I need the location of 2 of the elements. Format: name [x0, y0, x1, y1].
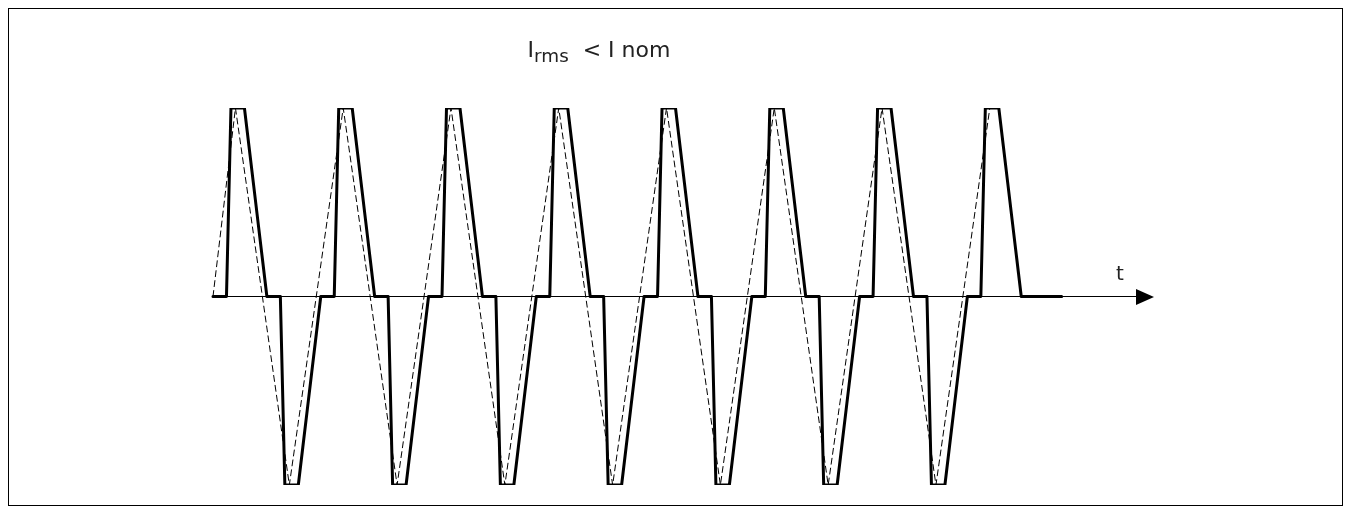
- chart-title: I$_{rms}$ < I nom: [526, 37, 672, 67]
- x-axis-title: t: [1116, 260, 1124, 285]
